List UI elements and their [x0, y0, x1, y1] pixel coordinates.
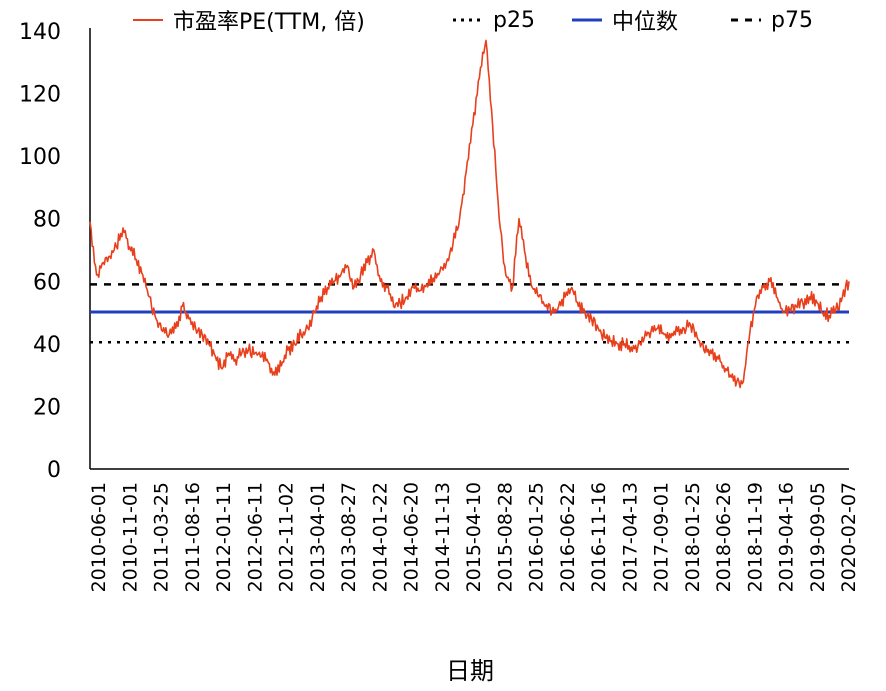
x-tick-label: 2015-08-28 — [494, 482, 516, 592]
x-tick-label: 2012-06-11 — [244, 482, 266, 592]
x-tick-label: 2011-03-25 — [151, 482, 173, 592]
y-tick-label: 60 — [33, 270, 61, 295]
y-tick-label: 120 — [19, 83, 61, 108]
legend-label-median: 中位数 — [612, 10, 678, 35]
x-tick-label: 2010-06-01 — [88, 482, 110, 592]
x-tick-label: 2013-08-27 — [338, 482, 360, 592]
x-tick-label: 2016-06-22 — [557, 482, 579, 592]
x-tick-label: 2019-04-16 — [776, 482, 798, 592]
x-tick-label: 2013-04-01 — [307, 482, 329, 592]
y-tick-label: 80 — [33, 208, 61, 233]
y-tick-label: 40 — [33, 333, 61, 358]
y-tick-label: 0 — [47, 458, 61, 483]
pe-line — [89, 39, 850, 389]
pe-series — [89, 39, 850, 389]
x-tick-labels: 2010-06-01 2010-11-01 2011-03-25 2011-08-16… — [88, 482, 860, 592]
x-tick-label: 2018-01-25 — [682, 482, 704, 592]
x-tick-label: 2016-11-16 — [588, 482, 610, 592]
x-tick-label: 2020-02-07 — [838, 482, 860, 592]
x-axis-title: 日期 — [446, 657, 494, 685]
y-tick-label: 20 — [33, 395, 61, 420]
x-tick-label: 2018-11-19 — [744, 482, 766, 592]
legend-label-pe: 市盈率PE(TTM, 倍) — [173, 10, 365, 35]
x-tick-label: 2017-09-01 — [651, 482, 673, 592]
x-tick-label: 2016-01-25 — [526, 482, 548, 592]
x-tick-label: 2014-01-22 — [369, 482, 391, 592]
x-tick-label: 2015-04-10 — [463, 482, 485, 592]
x-tick-label: 2014-06-20 — [401, 482, 423, 592]
y-tick-labels: 0 20 40 60 80 100 120 140 — [19, 20, 61, 483]
x-tick-label: 2012-01-11 — [213, 482, 235, 592]
x-tick-label: 2010-11-01 — [119, 482, 141, 592]
legend-label-p25: p25 — [493, 8, 535, 33]
x-tick-label: 2019-09-05 — [807, 482, 829, 592]
legend-label-p75: p75 — [771, 8, 813, 33]
x-tick-label: 2018-06-26 — [713, 482, 735, 592]
reference-lines — [90, 283, 849, 344]
legend: 市盈率PE(TTM, 倍) p25 中位数 p75 — [133, 8, 813, 35]
x-tick-label: 2011-08-16 — [182, 482, 204, 592]
x-tick-label: 2014-11-13 — [432, 482, 454, 592]
y-tick-label: 140 — [19, 20, 61, 45]
x-tick-label: 2017-04-13 — [619, 482, 641, 592]
y-tick-label: 100 — [19, 145, 61, 170]
x-tick-label: 2012-11-02 — [276, 482, 298, 592]
